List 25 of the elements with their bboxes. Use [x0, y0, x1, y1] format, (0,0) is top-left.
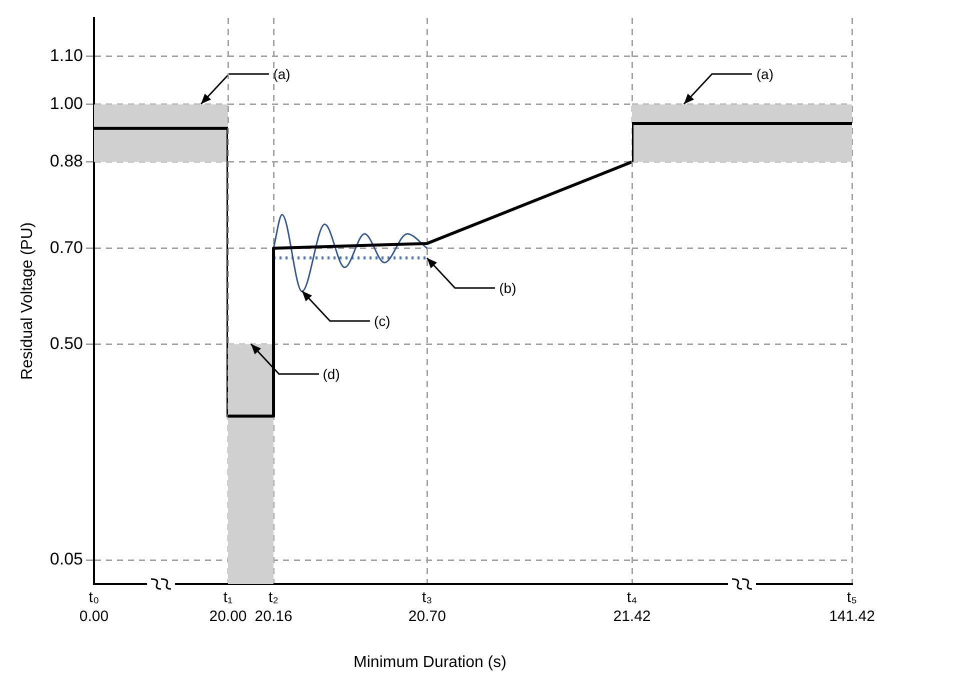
annotation: (c): [374, 312, 390, 330]
y-tick-label: 0.70: [50, 238, 83, 257]
x-tick-label: 21.42: [613, 608, 651, 626]
x-tick-label: 0.00: [79, 608, 109, 626]
y-tick-label: 1.10: [50, 46, 83, 66]
y-tick-label: 0.88: [50, 152, 83, 171]
text: t₀: [88, 589, 100, 607]
text: t₃: [421, 589, 434, 607]
y-tick-label: 0.05: [50, 550, 83, 569]
annotation: (b): [499, 278, 516, 297]
text: t₁: [222, 589, 234, 607]
annotation: (d): [322, 365, 340, 384]
y-tick-label: 0.50: [50, 334, 83, 353]
x-tick-label: 141.42: [829, 608, 875, 626]
x-tick-label: 20.16: [254, 608, 292, 626]
annotation: (a): [756, 65, 774, 84]
text: t₂: [268, 589, 280, 607]
x-tick-label: 20.70: [408, 608, 446, 626]
x-axis-title: Minimum Duration (s): [354, 654, 506, 671]
text: t₄: [626, 589, 638, 607]
text: t₅: [846, 589, 858, 607]
y-tick-label: 1.00: [50, 94, 83, 114]
x-tick-label: 20.00: [209, 608, 247, 626]
annotation: (a): [273, 65, 290, 84]
y-axis-title: Residual Voltage (PU): [19, 222, 36, 380]
